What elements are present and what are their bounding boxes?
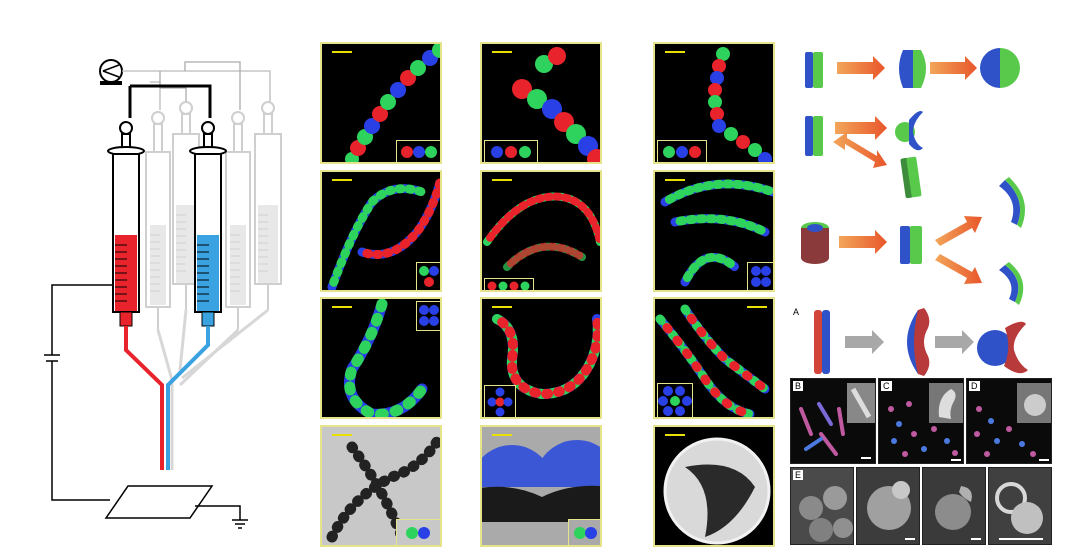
sphere-with-cup (895, 111, 923, 151)
inset-schematic (416, 262, 440, 290)
hemishell (907, 308, 930, 376)
arrow-icon (833, 132, 887, 168)
inset-schematic (657, 383, 693, 417)
micrograph-panel-b: B (790, 378, 876, 464)
particle-chain (512, 47, 600, 162)
janus-cylinder-short (900, 226, 922, 264)
janus-rounded (899, 50, 926, 88)
micrograph-panel-d: D (966, 378, 1052, 464)
micrograph-row1-col2 (480, 42, 602, 164)
micrograph-panel-c: C (878, 378, 964, 464)
scale-bar (665, 51, 685, 53)
scale-bar (332, 179, 352, 181)
pump-icon (99, 59, 123, 85)
inset-schematic (416, 301, 440, 331)
panel-letter-e: E (793, 470, 804, 480)
sem-image-e2 (856, 467, 920, 545)
inset-schematic (747, 262, 773, 290)
inset-schematic (396, 519, 440, 545)
collector-plate (104, 485, 214, 519)
scale-bar (665, 434, 685, 436)
particle-network (483, 192, 600, 271)
micrograph-row4-col2 (480, 425, 602, 547)
particle-dots (974, 406, 1036, 457)
scale-bar (332, 434, 352, 436)
arrow-icon (839, 230, 887, 254)
blue-syringe (189, 121, 227, 327)
scale-bar (492, 179, 512, 181)
curved-shell-top (999, 177, 1025, 228)
arrow-icon (935, 216, 982, 246)
particle-chain (344, 299, 428, 417)
panel-letter-b: B (793, 381, 804, 391)
inset-schematic (568, 519, 600, 545)
core-shell-cylinder (805, 116, 823, 156)
micrograph-panel-e: E (790, 467, 1052, 545)
scale-bar (332, 51, 352, 53)
arrow-icon (935, 330, 974, 354)
particle-chain (492, 314, 600, 400)
shape-transformation-diagram (801, 48, 1025, 305)
micrograph-row4-col1 (320, 425, 442, 547)
panel-letter-d: D (969, 381, 980, 391)
inset-schematic (484, 278, 534, 290)
curved-shell-bottom (999, 262, 1024, 305)
scale-bar (492, 434, 512, 436)
red-syringe (107, 121, 145, 327)
inset-schematic (484, 140, 538, 162)
scale-bar (747, 306, 767, 308)
micrograph-row3-col3 (653, 297, 775, 419)
inactive-syringes (145, 101, 282, 330)
micrograph-row2-col3 (653, 170, 775, 292)
panel-letter-a: A (793, 307, 800, 317)
micrograph-row1-col1 (320, 42, 442, 164)
janus-sphere (980, 48, 1020, 88)
micrograph-row3-col2 (480, 297, 602, 419)
particle-network (327, 177, 440, 290)
janus-cylinder (805, 52, 823, 88)
scale-bar (665, 179, 685, 181)
ground-icon (195, 505, 248, 529)
sem-image-e4 (988, 467, 1052, 545)
particle-dots (888, 401, 958, 457)
micrograph-row2-col2 (480, 170, 602, 292)
particle-network (655, 304, 770, 417)
scale-bar (492, 51, 512, 53)
power-circuit (44, 284, 113, 501)
inset-schematic (657, 140, 707, 162)
tri-layer-cylinder (801, 222, 829, 264)
blue-flow (166, 326, 210, 470)
scale-bar (332, 306, 352, 308)
inset-schematic (484, 385, 516, 417)
arrow-icon (837, 56, 885, 80)
arrow-icon (845, 330, 884, 354)
arrow-icon (835, 116, 887, 140)
cylinder-red-blue (814, 310, 830, 374)
particle-chain (345, 44, 440, 162)
sphere-with-shell (977, 321, 1028, 374)
janus-cylinder-tilted (900, 156, 922, 199)
arrow-icon (935, 254, 982, 284)
scale-bar (492, 306, 512, 308)
inset-schematic (396, 140, 440, 162)
electrospinning-setup-diagram (44, 59, 282, 529)
sem-image-e3 (922, 467, 986, 545)
rod-particles (799, 402, 845, 456)
pump-wiring (122, 61, 271, 118)
particle-chain (708, 47, 772, 162)
micrograph-row2-col1 (320, 170, 442, 292)
micrograph-row3-col1 (320, 297, 442, 419)
red-flow (124, 326, 164, 470)
micrograph-row1-col3 (653, 42, 775, 164)
particle-network (660, 179, 773, 287)
panel-a-transformation (814, 308, 1028, 376)
micrograph-row4-col3 (653, 425, 775, 547)
arrow-icon (930, 56, 977, 80)
panel-letter-c: C (881, 381, 892, 391)
sem-image-e1: E (790, 467, 854, 545)
